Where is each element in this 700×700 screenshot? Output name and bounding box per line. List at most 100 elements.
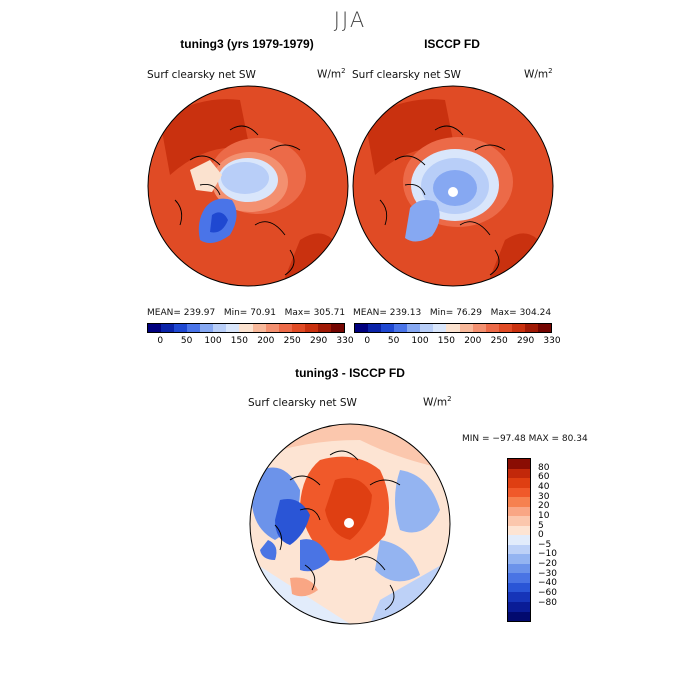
colorbar-tick-label: 100 bbox=[204, 336, 222, 346]
colorbar-tick-label: 250 bbox=[490, 336, 508, 346]
colorbar-swatch bbox=[498, 324, 512, 332]
colorbar-swatch bbox=[433, 324, 447, 332]
panel-1-mean: MEAN= 239.97 bbox=[147, 308, 216, 318]
colorbar-swatch bbox=[174, 324, 188, 332]
colorbar-swatch bbox=[187, 324, 201, 332]
diff-panel-units: W/m2 bbox=[423, 395, 452, 409]
colorbar-swatch bbox=[239, 324, 253, 332]
diff-colorbar-ticks: 80 60 40 30 20 10 5 0 −5 −10 −20 −30 −40 −60 −80 bbox=[538, 458, 578, 622]
diff-panel-variable: Surf clearsky net SW bbox=[248, 397, 357, 409]
colorbar-swatch bbox=[485, 324, 499, 332]
colorbar-tick-label: 290 bbox=[310, 336, 328, 346]
panel-2-max: Max= 304.24 bbox=[490, 308, 552, 318]
colorbar-tick-label: 200 bbox=[257, 336, 275, 346]
diff-minmax: MIN = −97.48 MAX = 80.34 bbox=[462, 434, 588, 444]
colorbar-swatch bbox=[368, 324, 382, 332]
season-title: JJA bbox=[333, 8, 367, 32]
colorbar-tick-label: −30 bbox=[538, 568, 557, 579]
colorbar-swatch bbox=[252, 324, 266, 332]
panel-2-title: ISCCP FD bbox=[424, 37, 480, 51]
colorbar-swatch bbox=[508, 611, 530, 622]
colorbar-swatch bbox=[508, 582, 530, 593]
colorbar-tick-label: 200 bbox=[464, 336, 482, 346]
colorbar-swatch bbox=[508, 563, 530, 574]
colorbar-swatch bbox=[200, 324, 214, 332]
panel-2-units: W/m2 bbox=[524, 67, 553, 81]
colorbar-tick-label: −40 bbox=[538, 578, 557, 589]
colorbar-swatch bbox=[407, 324, 421, 332]
panel-2-mean: MEAN= 239.13 bbox=[353, 308, 422, 318]
colorbar-swatch bbox=[291, 324, 305, 332]
colorbar-swatch bbox=[508, 487, 530, 498]
colorbar-tick-label: 150 bbox=[230, 336, 248, 346]
colorbar-swatch bbox=[508, 478, 530, 488]
colorbar-swatch bbox=[508, 497, 530, 507]
colorbar-swatch bbox=[304, 324, 318, 332]
colorbar-tick-label: −20 bbox=[538, 559, 557, 570]
colorbar-tick-label: −5 bbox=[538, 539, 552, 550]
colorbar-swatch bbox=[226, 324, 240, 332]
colorbar-swatch bbox=[508, 535, 530, 545]
colorbar-swatch bbox=[508, 573, 530, 583]
colorbar-swatch bbox=[355, 324, 369, 332]
colorbar-swatch bbox=[508, 554, 530, 564]
colorbar-tick-label: 20 bbox=[538, 501, 550, 512]
colorbar-swatch bbox=[508, 525, 530, 536]
colorbar-swatch bbox=[381, 324, 395, 332]
colorbar-tick-label: 80 bbox=[538, 462, 550, 473]
colorbar-swatch bbox=[508, 506, 530, 517]
colorbar-tick-label: 330 bbox=[336, 336, 354, 346]
panel-2-min: Min= 76.29 bbox=[429, 308, 482, 318]
panel-1-min: Min= 70.91 bbox=[223, 308, 276, 318]
colorbar-tick-label: 40 bbox=[538, 481, 550, 492]
colorbar-swatch bbox=[330, 324, 344, 332]
colorbar-swatch bbox=[420, 324, 434, 332]
colorbar-swatch bbox=[161, 324, 175, 332]
colorbar-swatch bbox=[459, 324, 473, 332]
colorbar-swatch bbox=[508, 601, 530, 612]
panel-1-stats: MEAN= 239.97 Min= 70.91 Max= 305.71 bbox=[147, 308, 345, 318]
diff-colorbar bbox=[507, 458, 531, 622]
panel-1-title: tuning3 (yrs 1979-1979) bbox=[180, 37, 314, 51]
abs-colorbar-right bbox=[354, 323, 552, 333]
colorbar-swatch bbox=[148, 324, 162, 332]
panel-2-stats: MEAN= 239.13 Min= 76.29 Max= 304.24 bbox=[353, 308, 551, 318]
abs-colorbar-left bbox=[147, 323, 345, 333]
colorbar-tick-label: 10 bbox=[538, 510, 550, 521]
colorbar-tick-label: −80 bbox=[538, 597, 557, 608]
colorbar-tick-label: 330 bbox=[543, 336, 561, 346]
colorbar-tick-label: 0 bbox=[364, 336, 371, 346]
colorbar-swatch bbox=[508, 592, 530, 602]
colorbar-tick-label: 100 bbox=[411, 336, 429, 346]
colorbar-tick-label: 30 bbox=[538, 491, 550, 502]
colorbar-swatch bbox=[213, 324, 227, 332]
diff-panel-title: tuning3 - ISCCP FD bbox=[295, 366, 405, 380]
colorbar-tick-label: 150 bbox=[437, 336, 455, 346]
colorbar-tick-label: 290 bbox=[517, 336, 535, 346]
colorbar-swatch bbox=[317, 324, 331, 332]
colorbar-tick-label: 0 bbox=[157, 336, 164, 346]
panel-1-units: W/m2 bbox=[317, 67, 346, 81]
colorbar-swatch bbox=[394, 324, 408, 332]
colorbar-swatch bbox=[508, 459, 530, 469]
panel-2-variable: Surf clearsky net SW bbox=[352, 69, 461, 81]
colorbar-tick-label: −10 bbox=[538, 549, 557, 560]
colorbar-tick-label: 50 bbox=[180, 336, 193, 346]
colorbar-swatch bbox=[537, 324, 551, 332]
colorbar-tick-label: 5 bbox=[538, 520, 544, 531]
colorbar-tick-label: 250 bbox=[283, 336, 301, 346]
colorbar-tick-label: 50 bbox=[387, 336, 400, 346]
panel-1-max: Max= 305.71 bbox=[284, 308, 346, 318]
colorbar-tick-label: −60 bbox=[538, 588, 557, 599]
colorbar-swatch bbox=[446, 324, 460, 332]
colorbar-tick-label: 60 bbox=[538, 472, 550, 483]
colorbar-swatch bbox=[524, 324, 538, 332]
colorbar-swatch bbox=[511, 324, 525, 332]
colorbar-tick-label: 0 bbox=[538, 530, 544, 541]
colorbar-swatch bbox=[508, 544, 530, 555]
panel-1-variable: Surf clearsky net SW bbox=[147, 69, 256, 81]
colorbar-swatch bbox=[265, 324, 279, 332]
